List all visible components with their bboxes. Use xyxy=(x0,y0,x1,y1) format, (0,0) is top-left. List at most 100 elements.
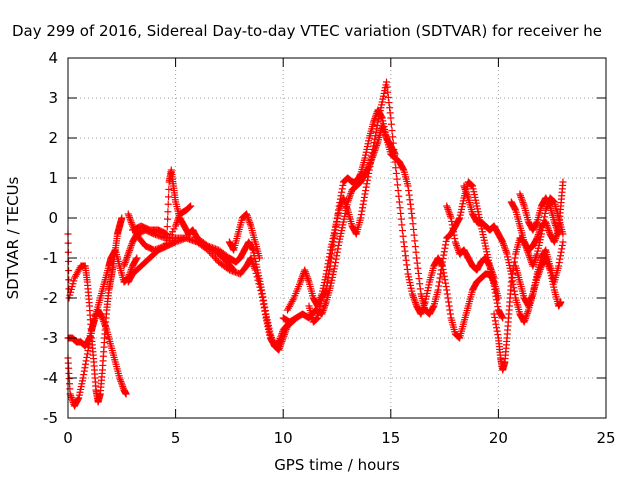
data-point-marker xyxy=(276,335,284,343)
data-point-marker xyxy=(494,294,502,302)
data-point-marker xyxy=(329,242,337,250)
data-point-marker xyxy=(391,158,399,166)
data-point-marker xyxy=(404,182,412,190)
data-point-marker xyxy=(414,264,422,272)
data-point-marker xyxy=(444,294,452,302)
data-point-marker xyxy=(373,121,381,129)
data-point-marker xyxy=(461,184,469,192)
data-point-marker xyxy=(441,276,449,284)
data-point-marker xyxy=(396,204,404,212)
data-point-marker xyxy=(493,324,501,332)
data-point-marker xyxy=(434,286,442,294)
data-point-marker xyxy=(460,182,468,190)
data-point-marker xyxy=(438,262,446,270)
data-point-marker xyxy=(558,241,566,249)
y-tick-labels: -5 -4 -3 -2 -1 0 1 2 3 4 xyxy=(43,49,58,427)
data-point-marker xyxy=(449,224,457,232)
data-point-marker xyxy=(276,344,284,352)
data-point-marker xyxy=(522,243,530,251)
data-point-marker xyxy=(499,238,507,246)
data-point-marker xyxy=(334,210,342,218)
data-point-marker xyxy=(387,114,395,122)
data-point-marker xyxy=(408,214,416,222)
data-point-marker xyxy=(347,189,355,197)
data-point-marker xyxy=(401,247,409,255)
data-point-marker xyxy=(327,254,335,262)
data-point-marker xyxy=(116,374,124,382)
data-point-marker xyxy=(172,220,180,228)
data-point-marker xyxy=(529,262,537,270)
data-point-marker xyxy=(440,251,448,259)
data-point-marker xyxy=(490,310,498,318)
data-point-marker xyxy=(258,293,266,301)
x-tick-label: 10 xyxy=(274,429,293,447)
data-point-marker xyxy=(509,270,517,278)
data-point-marker xyxy=(325,270,333,278)
data-point-marker xyxy=(386,104,394,112)
data-point-marker xyxy=(531,255,539,263)
data-point-marker xyxy=(508,274,516,282)
data-point-marker xyxy=(229,265,237,273)
data-point-marker xyxy=(125,247,133,255)
data-point-marker xyxy=(122,257,130,265)
data-point-marker xyxy=(323,278,331,286)
data-point-marker xyxy=(526,299,534,307)
data-point-marker xyxy=(402,252,410,260)
y-tick-label: -3 xyxy=(43,329,58,347)
data-point-marker xyxy=(487,265,495,273)
data-point-marker xyxy=(122,390,130,398)
data-point-marker xyxy=(448,217,456,225)
data-point-marker xyxy=(405,191,413,199)
data-point-marker xyxy=(100,317,108,325)
data-point-marker xyxy=(121,259,129,267)
data-point-marker xyxy=(343,204,351,212)
data-point-marker xyxy=(100,319,108,327)
y-tick-label: 0 xyxy=(48,209,58,227)
data-point-marker xyxy=(540,216,548,224)
data-point-marker xyxy=(101,321,109,329)
data-point-marker xyxy=(365,169,373,177)
data-point-marker xyxy=(212,255,220,263)
data-point-marker xyxy=(164,208,172,216)
data-point-marker xyxy=(336,195,344,203)
data-point-marker xyxy=(333,248,341,256)
data-point-marker xyxy=(342,201,350,209)
data-point-marker xyxy=(87,329,95,337)
data-point-marker xyxy=(545,227,553,235)
data-point-marker xyxy=(494,303,502,311)
y-axis-label: SDTVAR / TECUs xyxy=(4,176,22,299)
data-point-marker xyxy=(256,254,264,262)
data-point-marker xyxy=(372,128,380,136)
data-point-marker xyxy=(245,217,253,225)
data-point-marker xyxy=(248,256,256,264)
data-point-marker xyxy=(248,257,256,265)
data-point-marker xyxy=(247,254,255,262)
data-point-marker xyxy=(260,304,268,312)
data-point-marker xyxy=(392,169,400,177)
data-point-marker xyxy=(451,238,459,246)
data-point-marker xyxy=(523,309,531,317)
data-point-marker xyxy=(395,192,403,200)
data-point-marker xyxy=(187,202,195,210)
data-point-marker xyxy=(333,252,341,260)
data-point-marker xyxy=(488,269,496,277)
data-point-marker xyxy=(251,266,259,274)
data-point-marker xyxy=(464,192,472,200)
data-point-marker xyxy=(502,248,510,256)
data-point-marker xyxy=(86,333,94,341)
data-point-marker xyxy=(302,269,310,277)
plot-frame xyxy=(67,57,607,419)
data-point-marker xyxy=(391,150,399,158)
data-point-marker xyxy=(367,159,375,167)
data-point-marker xyxy=(492,320,500,328)
data-point-marker xyxy=(175,213,183,221)
data-point-marker xyxy=(403,261,411,269)
data-point-marker xyxy=(397,209,405,217)
data-point-marker xyxy=(318,310,326,318)
data-point-marker xyxy=(80,371,88,379)
x-tick-label: 25 xyxy=(596,429,615,447)
data-point-marker xyxy=(413,259,421,267)
data-point-marker xyxy=(559,238,567,246)
series-track-g xyxy=(124,202,195,254)
data-point-marker xyxy=(173,217,181,225)
